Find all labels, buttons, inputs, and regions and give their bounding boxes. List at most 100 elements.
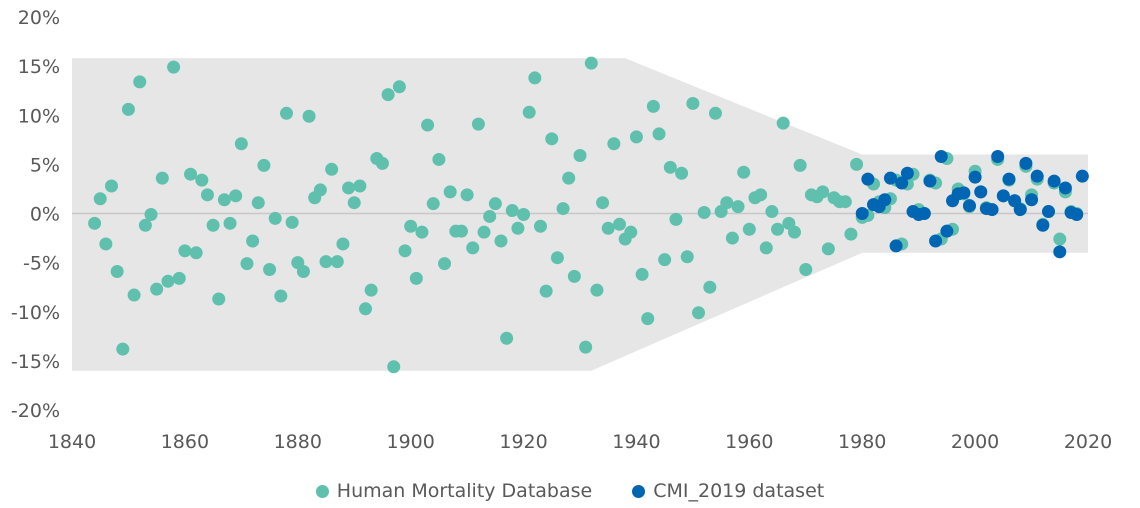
legend-label: CMI_2019 dataset bbox=[653, 480, 825, 502]
cmi-point bbox=[929, 234, 943, 248]
hmd-point bbox=[584, 56, 598, 70]
hmd-point bbox=[189, 246, 203, 260]
hmd-point bbox=[342, 181, 356, 195]
y-tick-label: 10% bbox=[18, 105, 60, 127]
hmd-point bbox=[629, 130, 643, 144]
hmd-point bbox=[404, 219, 418, 233]
hmd-point bbox=[387, 360, 401, 374]
y-tick-label: -10% bbox=[11, 302, 60, 324]
y-tick-label: 5% bbox=[30, 154, 60, 176]
hmd-point bbox=[364, 283, 378, 297]
cmi-point bbox=[962, 199, 976, 213]
hmd-point bbox=[590, 283, 604, 297]
hmd-point bbox=[381, 88, 395, 102]
cmi-point bbox=[1047, 174, 1061, 188]
hmd-point bbox=[466, 241, 480, 255]
cmi-point bbox=[883, 171, 897, 185]
hmd-point bbox=[776, 116, 790, 130]
hmd-point bbox=[658, 253, 672, 267]
hmd-point bbox=[172, 271, 186, 285]
hmd-point bbox=[686, 96, 700, 110]
cmi-point bbox=[968, 170, 982, 184]
hmd-point bbox=[336, 237, 350, 251]
hmd-point bbox=[206, 218, 220, 232]
hmd-point bbox=[799, 263, 813, 277]
cmi-point bbox=[855, 207, 869, 220]
cmi-point bbox=[917, 207, 931, 220]
hmd-point bbox=[703, 280, 717, 294]
hmd-point bbox=[319, 255, 333, 269]
hmd-point bbox=[353, 179, 367, 193]
hmd-point bbox=[325, 162, 339, 176]
hmd-point bbox=[652, 127, 666, 141]
hmd-point bbox=[477, 225, 491, 239]
legend-marker bbox=[315, 484, 329, 498]
hmd-point bbox=[759, 241, 773, 255]
hmd-point bbox=[150, 282, 164, 296]
hmd-point bbox=[268, 211, 282, 225]
hmd-point bbox=[641, 312, 655, 326]
hmd-point bbox=[596, 196, 610, 210]
hmd-point bbox=[212, 292, 226, 306]
hmd-point bbox=[133, 75, 147, 89]
hmd-point bbox=[460, 188, 474, 202]
hmd-point bbox=[155, 171, 169, 185]
hmd-point bbox=[121, 102, 135, 116]
hmd-point bbox=[88, 216, 102, 230]
hmd-point bbox=[313, 183, 327, 197]
hmd-point bbox=[669, 212, 683, 226]
hmd-point bbox=[725, 231, 739, 245]
hmd-point bbox=[742, 222, 756, 236]
hmd-point bbox=[528, 71, 542, 85]
hmd-point bbox=[697, 206, 711, 220]
hmd-point bbox=[556, 202, 570, 216]
cmi-point bbox=[940, 224, 954, 238]
hmd-point bbox=[545, 132, 559, 146]
hmd-point bbox=[579, 340, 593, 354]
hmd-point bbox=[454, 224, 468, 238]
cmi-point bbox=[1013, 203, 1027, 217]
hmd-point bbox=[601, 221, 615, 235]
hmd-point bbox=[539, 284, 553, 298]
hmd-point bbox=[607, 137, 621, 151]
hmd-point bbox=[251, 196, 265, 210]
hmd-point bbox=[274, 289, 288, 303]
x-tick-label: 2000 bbox=[951, 431, 999, 453]
cmi-point bbox=[991, 150, 1005, 164]
hmd-point bbox=[771, 222, 785, 236]
hmd-point bbox=[663, 160, 677, 174]
cmi-point bbox=[861, 172, 875, 186]
x-tick-label: 1900 bbox=[386, 431, 434, 453]
hmd-point bbox=[517, 207, 531, 221]
hmd-point bbox=[550, 251, 564, 265]
hmd-point bbox=[375, 156, 389, 170]
cmi-point bbox=[974, 185, 988, 199]
hmd-point bbox=[302, 109, 316, 123]
cmi-point bbox=[895, 176, 909, 190]
hmd-point bbox=[533, 219, 547, 233]
hmd-point bbox=[844, 227, 858, 241]
cmi-point bbox=[1025, 193, 1039, 207]
hmd-point bbox=[347, 196, 361, 210]
cmi-point bbox=[923, 174, 937, 188]
hmd-point bbox=[488, 197, 502, 211]
hmd-point bbox=[415, 225, 429, 239]
hmd-point bbox=[398, 244, 412, 258]
cmi-point bbox=[1075, 169, 1089, 183]
hmd-point bbox=[680, 250, 694, 264]
x-tick-label: 1920 bbox=[499, 431, 547, 453]
hmd-point bbox=[646, 99, 660, 113]
hmd-point bbox=[731, 200, 745, 214]
hmd-point bbox=[567, 269, 581, 283]
hmd-point bbox=[737, 165, 751, 179]
legend: Human Mortality Database CMI_2019 datase… bbox=[0, 480, 1140, 502]
hmd-point bbox=[821, 242, 835, 256]
hmd-point bbox=[263, 263, 277, 277]
hmd-point bbox=[184, 167, 198, 181]
cmi-point bbox=[1058, 181, 1072, 195]
cmi-point bbox=[1053, 245, 1067, 259]
hmd-point bbox=[505, 204, 519, 218]
hmd-point bbox=[110, 264, 124, 278]
hmd-point bbox=[296, 264, 310, 278]
hmd-point bbox=[359, 302, 373, 316]
